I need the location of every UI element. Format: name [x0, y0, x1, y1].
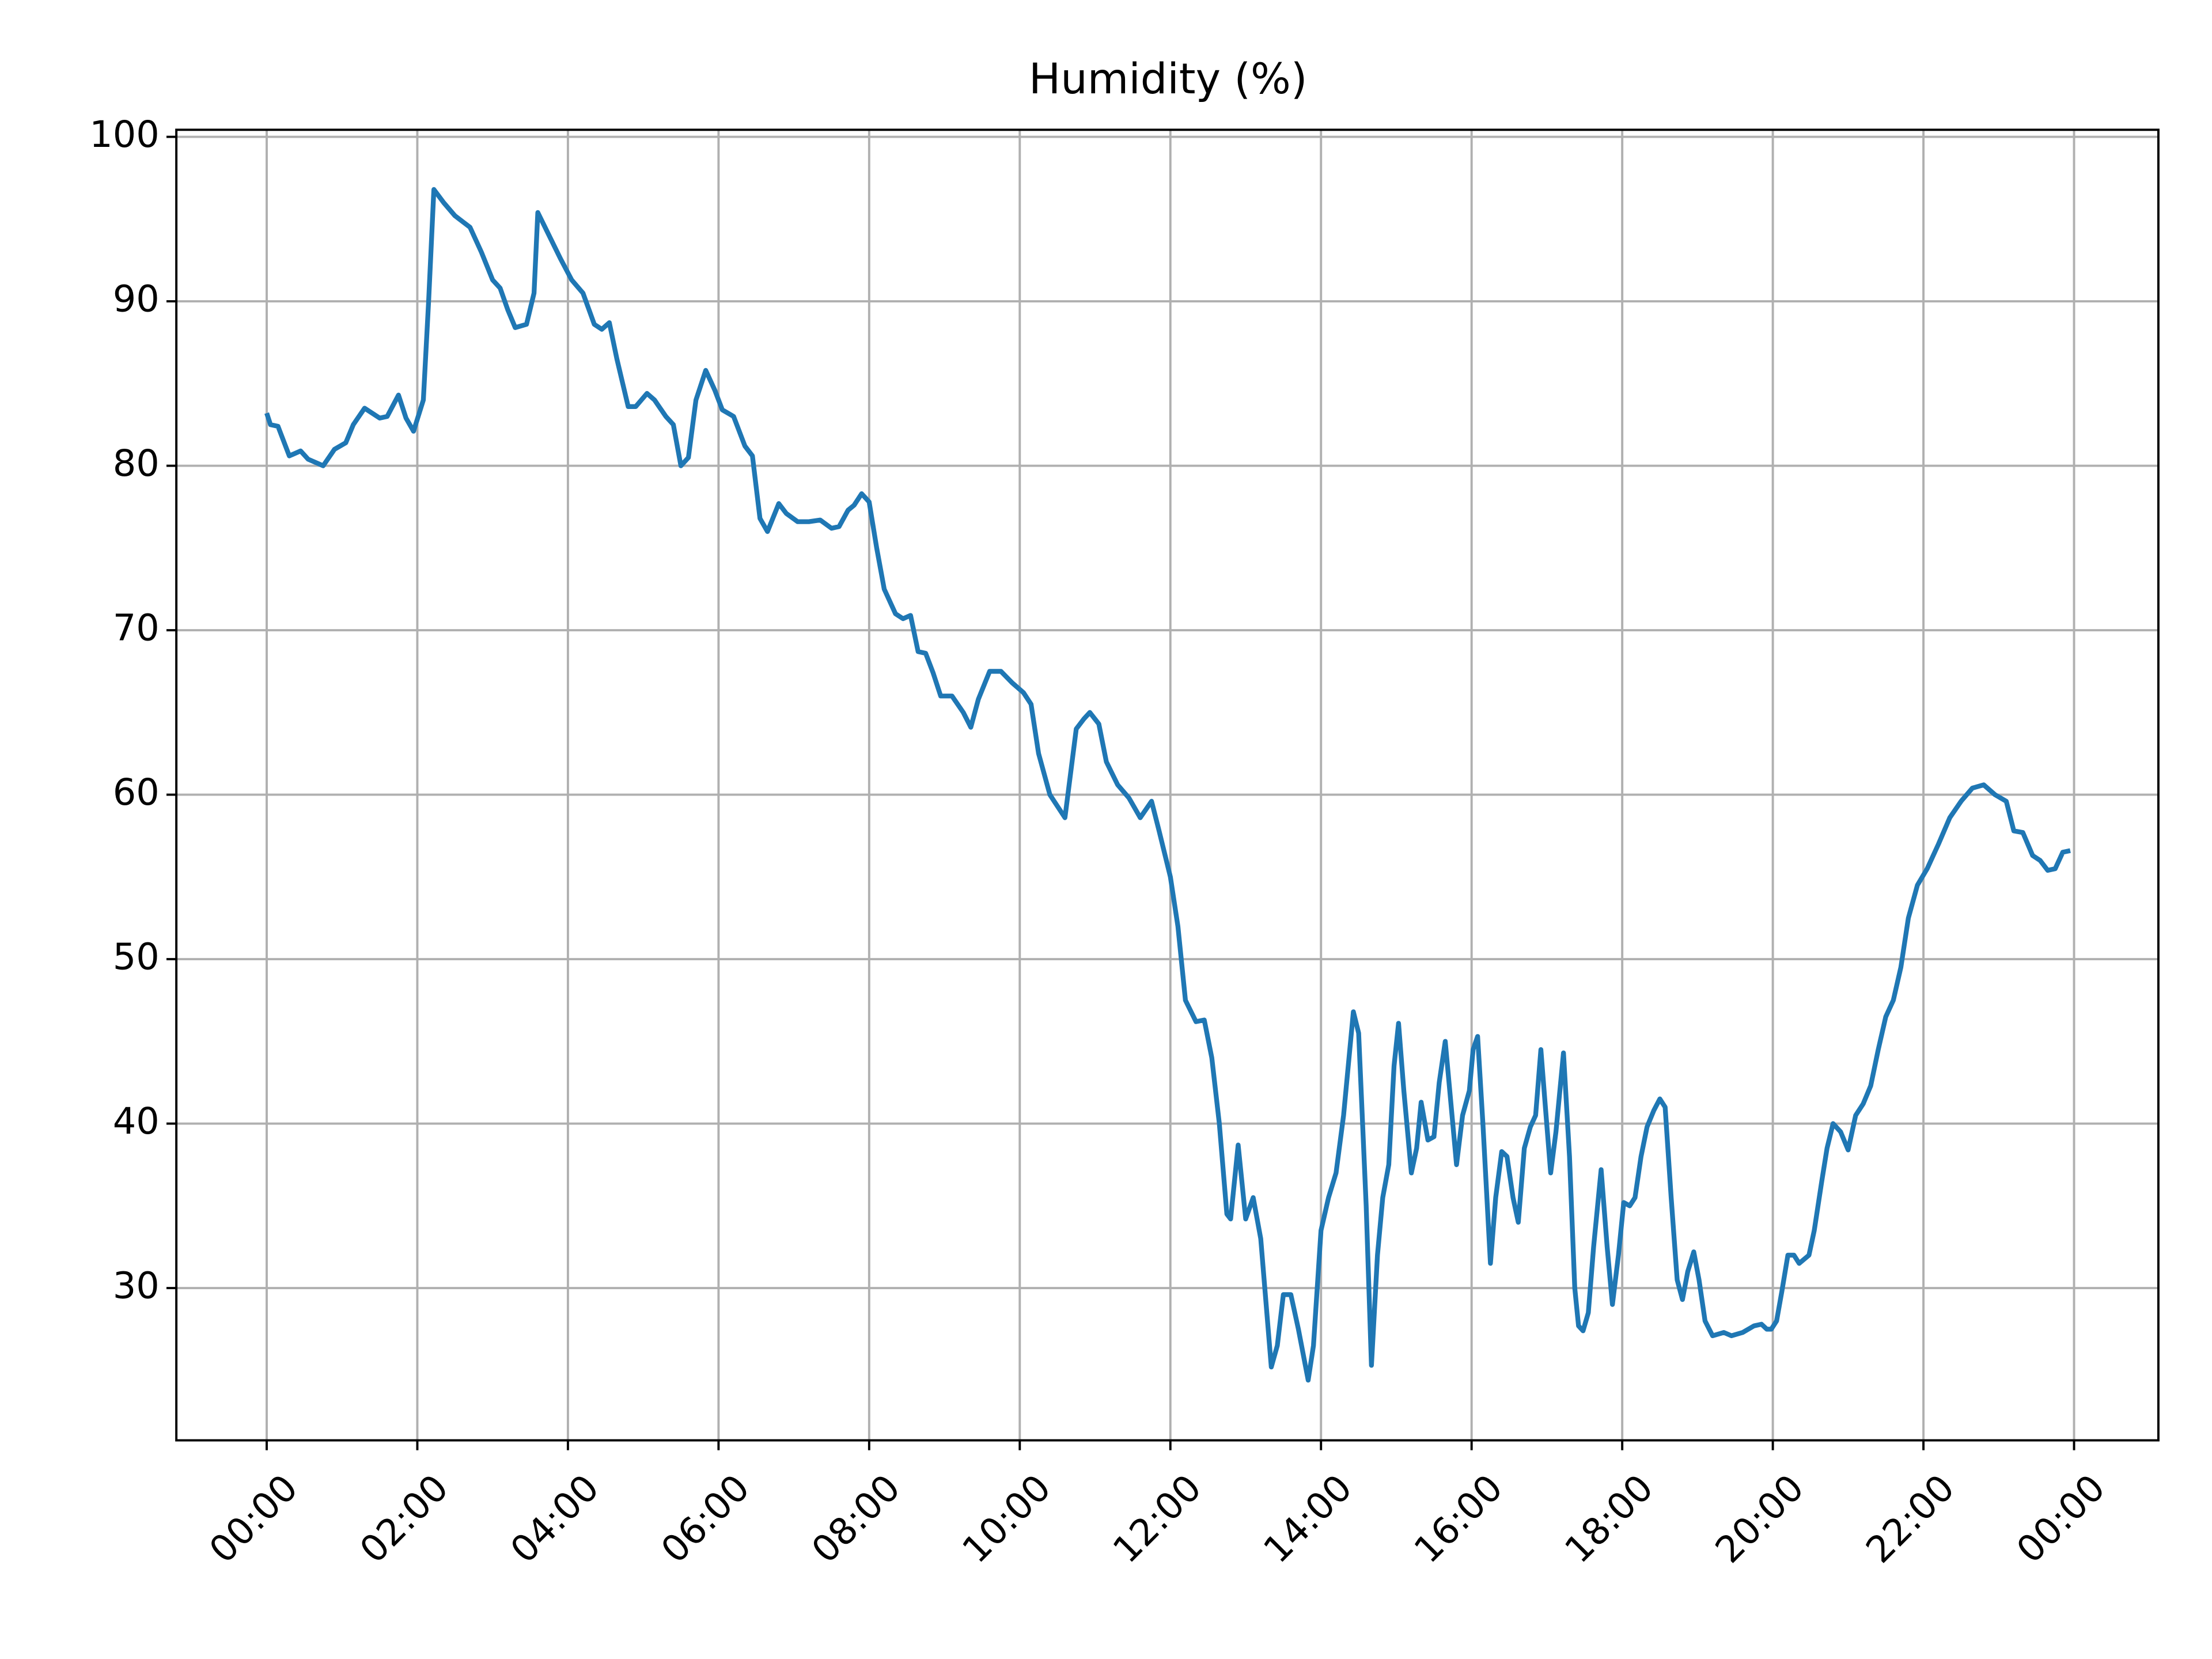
y-tick-label: 90 [113, 278, 160, 321]
x-tick-label: 00:00 [2009, 1467, 2113, 1571]
data-line [264, 187, 2071, 1383]
y-tick-label: 100 [89, 113, 160, 156]
x-tick-label: 06:00 [653, 1467, 758, 1571]
y-tick-label: 60 [113, 771, 160, 814]
y-tick-label: 80 [113, 442, 160, 485]
x-tick-label: 00:00 [202, 1467, 306, 1571]
x-tick-label: 16:00 [1406, 1467, 1511, 1571]
chart-title: Humidity (%) [1029, 55, 1308, 104]
x-tick-label: 18:00 [1557, 1467, 1662, 1571]
x-tick-label: 14:00 [1256, 1467, 1361, 1571]
y-tick-label: 70 [113, 607, 160, 650]
x-tick-label: 20:00 [1707, 1467, 1812, 1571]
y-tick-label: 50 [113, 936, 160, 979]
x-tick-label: 02:00 [352, 1467, 457, 1571]
x-tick-label: 04:00 [502, 1467, 607, 1571]
x-tick-label: 22:00 [1858, 1467, 1963, 1571]
x-tick-label: 10:00 [955, 1467, 1059, 1571]
x-tick-label: 12:00 [1105, 1467, 1210, 1571]
y-tick-label: 40 [113, 1100, 160, 1143]
plot-frame [175, 128, 2160, 1442]
x-tick-label: 08:00 [804, 1467, 908, 1571]
y-tick-label: 30 [113, 1265, 160, 1308]
